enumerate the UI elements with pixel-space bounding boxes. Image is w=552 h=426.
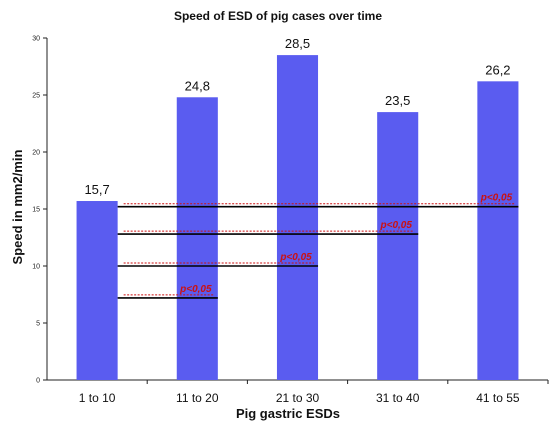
- x-tick-label: 31 to 40: [376, 391, 420, 405]
- data-label-5: 26,2: [485, 62, 510, 77]
- y-tick-label: 15: [32, 207, 40, 214]
- data-label-1: 15,7: [84, 182, 109, 197]
- significance-label-3: p<0,05: [279, 252, 312, 263]
- y-tick-label: 10: [32, 264, 40, 271]
- y-tick-label: 0: [36, 378, 40, 385]
- y-axis-title: Speed in mm2/min: [10, 150, 25, 265]
- y-tick-label: 20: [32, 150, 40, 157]
- x-tick-label: 21 to 30: [276, 391, 320, 405]
- bar-2: [176, 97, 218, 380]
- significance-label-2: p<0,05: [380, 220, 413, 231]
- significance-label-4: p<0,05: [179, 284, 212, 295]
- x-tick-label: 41 to 55: [476, 391, 520, 405]
- data-label-3: 28,5: [285, 36, 310, 51]
- x-tick-label: 11 to 20: [176, 391, 219, 405]
- y-tick-label: 30: [32, 36, 40, 43]
- bar-4: [377, 112, 419, 380]
- chart-title: Speed of ESD of pig cases over time: [174, 9, 382, 23]
- bar-5: [477, 81, 519, 380]
- bar-3: [276, 55, 319, 380]
- data-label-4: 23,5: [385, 93, 410, 108]
- y-tick-label: 25: [32, 93, 40, 100]
- data-label-2: 24,8: [185, 78, 210, 93]
- x-axis-title: Pig gastric ESDs: [236, 406, 340, 421]
- bar-1: [76, 201, 118, 380]
- x-tick-label: 1 to 10: [79, 391, 116, 405]
- y-tick-label: 5: [36, 321, 40, 328]
- significance-label-1: p<0,05: [480, 193, 513, 204]
